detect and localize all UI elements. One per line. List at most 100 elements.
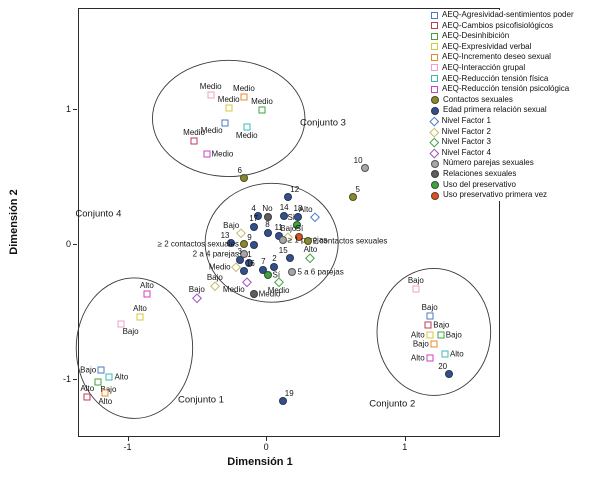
- square-data-point: [136, 313, 144, 321]
- point-label: Medio: [217, 94, 240, 104]
- point-label: Sí: [272, 270, 281, 280]
- legend-label: Número parejas sexuales: [443, 158, 534, 168]
- circle-data-point: [239, 173, 248, 182]
- x-axis-title: Dimensión 1: [227, 456, 293, 468]
- legend-label: AEQ-Desinhibición: [442, 31, 510, 41]
- point-label: 9: [247, 233, 252, 243]
- point-label: Medio: [199, 82, 222, 92]
- point-label: 2 contactos sexuales: [312, 236, 388, 246]
- circle-marker-icon: [431, 181, 439, 189]
- square-data-point: [243, 123, 251, 131]
- legend-label: AEQ-Reducción tensión psicológica: [442, 84, 570, 94]
- point-label: Bajo: [421, 302, 438, 312]
- legend-label: AEQ-Expresividad verbal: [442, 41, 532, 51]
- square-data-point: [426, 331, 434, 339]
- legend-item: AEQ-Reducción tensión psicológica: [431, 84, 602, 94]
- legend-item: Nivel Factor 3: [429, 137, 602, 148]
- plot-area: -1 0 1 1 0 -1 Conjunto 3 Conjunto 4 Conjunto 1 Co…: [63, 8, 500, 452]
- legend-item: AEQ-Interacción grupal: [431, 63, 602, 73]
- point-label: Alto: [140, 281, 154, 291]
- legend-item: Contactos sexuales: [431, 95, 602, 105]
- cluster-label: Conjunto 2: [369, 398, 416, 410]
- legend-item: AEQ-Incremento deseo sexual: [431, 52, 602, 62]
- square-data-point: [101, 389, 109, 397]
- point-label: 20: [438, 361, 448, 371]
- circle-data-point: [249, 241, 258, 250]
- circle-marker-icon: [431, 106, 439, 115]
- square-data-point: [426, 354, 434, 362]
- square-data-point: [83, 393, 91, 401]
- point-label: 7: [261, 256, 266, 266]
- legend-item: Nivel Factor 2: [429, 127, 602, 137]
- square-data-point: [424, 321, 432, 329]
- circle-marker-icon: [431, 191, 439, 200]
- circle-data-point: [263, 229, 272, 238]
- circle-data-point: [227, 238, 236, 247]
- square-data-point: [240, 93, 248, 101]
- y-axis-title: Dimensión 2: [8, 189, 20, 255]
- legend-label: Relaciones sexuales: [443, 168, 517, 178]
- circle-data-point: [360, 164, 369, 173]
- circle-data-point: [288, 268, 297, 277]
- x-tick-label: 1: [402, 442, 408, 452]
- circle-data-point: [303, 237, 312, 246]
- point-label: Alto: [303, 244, 318, 254]
- point-label: 6: [237, 165, 242, 175]
- cluster-ellipses-layer: [75, 59, 492, 419]
- square-data-point: [190, 137, 198, 145]
- legend-label: Edad primera relación sexual: [443, 105, 547, 115]
- point-label: Bajo: [188, 285, 205, 295]
- point-label: 14: [279, 202, 289, 212]
- point-label: 16: [245, 259, 255, 269]
- circle-data-point: [239, 267, 248, 276]
- point-label: 3: [237, 247, 243, 257]
- point-label: Medio: [211, 149, 234, 159]
- legend-label: Uso preservativo primera vez: [443, 190, 548, 200]
- x-tick-label: 0: [263, 442, 269, 452]
- point-label: 12: [290, 184, 300, 194]
- point-label: 2: [272, 254, 277, 264]
- square-data-point: [426, 312, 434, 320]
- y-tick-mark: [73, 379, 77, 381]
- legend-item: AEQ-Expresividad verbal: [431, 42, 602, 52]
- legend-item: Uso del preservativo: [431, 180, 602, 190]
- point-label: Medio: [200, 125, 223, 135]
- circle-data-point: [259, 265, 268, 274]
- point-label: Medio: [222, 284, 245, 294]
- square-data-point: [143, 290, 151, 298]
- point-label: Alto: [114, 372, 129, 382]
- point-label: Bajo: [280, 224, 297, 234]
- circle-data-point: [284, 192, 293, 201]
- cluster-ellipse: [75, 277, 194, 419]
- legend-label: Nivel Factor 4: [441, 147, 491, 157]
- point-label: Medio: [267, 285, 290, 295]
- square-data-point: [207, 91, 215, 99]
- diamond-marker-icon: [429, 127, 439, 137]
- circle-data-point: [270, 263, 279, 272]
- point-label: No: [262, 204, 273, 214]
- legend-item: Número parejas sexuales: [431, 158, 602, 168]
- point-label: Bajo: [223, 221, 240, 231]
- circle-data-point: [263, 271, 272, 280]
- square-data-point: [437, 331, 445, 339]
- circle-data-point: [263, 213, 272, 222]
- point-label: 13: [220, 230, 230, 240]
- point-label: 15: [278, 245, 288, 255]
- square-marker-icon: [431, 22, 438, 30]
- point-label: Alto: [98, 396, 113, 406]
- diamond-marker-icon: [429, 148, 439, 158]
- x-tick-mark: [127, 437, 129, 441]
- y-tick-label: 0: [65, 239, 71, 250]
- legend-item: AEQ-Reducción tensión física: [431, 74, 602, 84]
- circle-data-point: [253, 211, 262, 220]
- point-label: 4: [251, 203, 256, 213]
- square-data-point: [430, 340, 438, 348]
- legend-label: AEQ-Cambios psicofisiológicos: [442, 20, 554, 30]
- legend-item: AEQ-Agresividad-sentimientos poder: [431, 10, 602, 20]
- legend-label: Uso del preservativo: [443, 179, 516, 189]
- point-label: Alto: [449, 349, 464, 359]
- circle-data-point: [295, 233, 304, 242]
- point-label: Si: [287, 213, 295, 223]
- point-label: Bajo: [433, 320, 450, 330]
- point-label: 5: [355, 184, 360, 194]
